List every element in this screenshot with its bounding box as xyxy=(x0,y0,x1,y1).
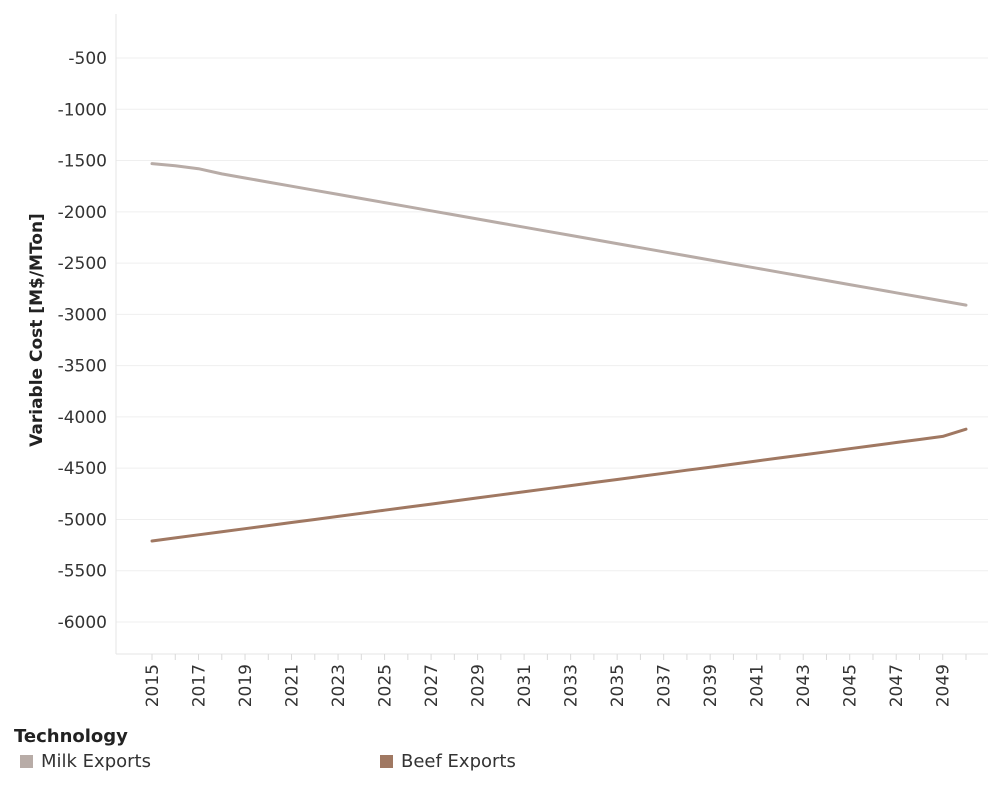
x-tick-label: 2043 xyxy=(794,664,814,707)
x-tick-label: 2031 xyxy=(515,664,535,707)
gridlines xyxy=(116,57,988,623)
legend-label-milk-exports: Milk Exports xyxy=(41,751,151,772)
line-chart: -500 -1000 -1500 -2000 -2500 -3000 -3500 -4000 -… xyxy=(27,14,988,707)
legend-label-beef-exports: Beef Exports xyxy=(401,751,516,772)
x-tick-label: 2033 xyxy=(562,664,582,707)
y-tick-label: -5000 xyxy=(58,510,107,530)
x-tick-label: 2039 xyxy=(701,664,721,707)
x-tick-label: 2037 xyxy=(655,664,675,707)
y-tick-label: -6000 xyxy=(58,613,107,633)
x-tick-label: 2021 xyxy=(283,664,303,707)
y-axis-ticks: -500 -1000 -1500 -2000 -2500 -3000 -3500 -4000 -… xyxy=(58,49,107,633)
x-tick-label: 2015 xyxy=(143,664,163,707)
y-tick-label: -500 xyxy=(68,49,107,69)
x-tick-label: 2029 xyxy=(469,664,489,707)
x-tick-label: 2049 xyxy=(934,664,954,707)
legend-swatch-beef-exports xyxy=(380,755,393,768)
x-tick-label: 2019 xyxy=(236,664,256,707)
y-axis-title: Variable Cost [M$/MTon] xyxy=(27,213,47,447)
series-lines xyxy=(150,162,968,543)
y-tick-label: -1500 xyxy=(58,152,107,172)
x-tick-label: 2027 xyxy=(422,664,442,707)
x-tick-label: 2041 xyxy=(748,664,768,707)
y-tick-label: -1000 xyxy=(58,100,107,120)
x-tick-label: 2035 xyxy=(608,664,628,707)
y-tick-label: -2000 xyxy=(58,203,107,223)
x-tick-label: 2023 xyxy=(329,664,349,707)
y-tick-label: -4500 xyxy=(58,459,107,479)
series-line-milk-exports xyxy=(150,162,968,307)
legend-title: Technology xyxy=(14,726,128,747)
y-tick-label: -2500 xyxy=(58,254,107,274)
y-tick-label: -3000 xyxy=(58,305,107,325)
x-tick-label: 2047 xyxy=(887,664,907,707)
legend-items: Milk Exports Beef Exports xyxy=(14,751,994,777)
legend: Technology Milk Exports Beef Exports xyxy=(14,726,994,777)
axes xyxy=(115,14,988,655)
x-axis-ticks: 2015 2017 2019 2021 2023 2025 2027 2029 2031 2033… xyxy=(143,654,967,707)
x-tick-label: 2045 xyxy=(841,664,861,707)
y-tick-label: -3500 xyxy=(58,357,107,377)
y-tick-label: -5500 xyxy=(58,562,107,582)
legend-item-milk-exports[interactable]: Milk Exports xyxy=(20,751,151,772)
legend-swatch-milk-exports xyxy=(20,755,33,768)
legend-item-beef-exports[interactable]: Beef Exports xyxy=(380,751,516,772)
series-line-beef-exports xyxy=(150,427,968,543)
x-tick-label: 2017 xyxy=(190,664,210,707)
y-tick-label: -4000 xyxy=(58,408,107,428)
x-tick-label: 2025 xyxy=(376,664,396,707)
